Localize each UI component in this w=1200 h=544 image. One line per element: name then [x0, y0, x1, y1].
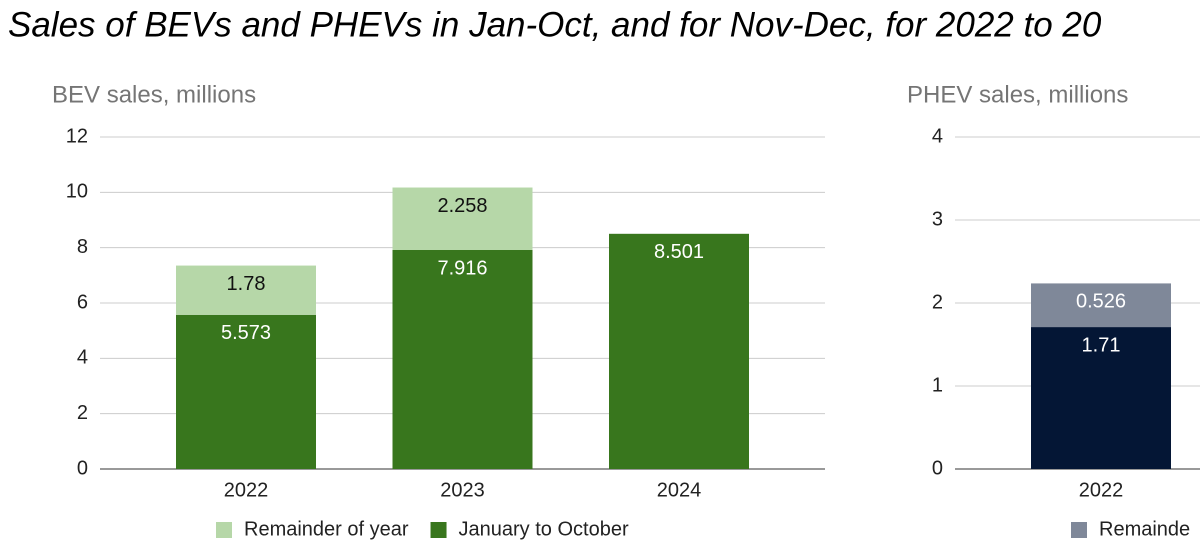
y-tick-label: 6	[77, 291, 88, 313]
bar-segment	[176, 265, 316, 315]
legend-swatch	[430, 522, 447, 538]
chart: BEV sales, millions 0 2 4 6 8 10 12 2022 5.573 1.7…	[52, 81, 825, 540]
y-tick-label: 2	[77, 402, 88, 424]
y-tick-label: 8	[77, 236, 88, 258]
data-label: 7.916	[437, 257, 487, 279]
data-label: 0.526	[1076, 291, 1126, 313]
data-label: 1.71	[1082, 334, 1121, 356]
y-tick-label: 10	[66, 181, 88, 203]
y-tick-label: 2	[932, 291, 943, 313]
bar-segment	[1031, 327, 1171, 469]
bar-segment	[1031, 283, 1171, 328]
data-label: 8.501	[654, 241, 704, 263]
bar-segment	[392, 249, 533, 469]
y-tick-label: 4	[932, 125, 943, 147]
y-tick-label: 12	[66, 125, 88, 147]
y-tick-label: 0	[932, 457, 943, 479]
legend-label: Remainde	[1099, 518, 1190, 540]
y-tick-label: 0	[77, 457, 88, 479]
bar-segment	[392, 187, 533, 250]
bar-segment	[176, 314, 316, 469]
x-tick-label: 2023	[440, 479, 485, 501]
data-label: 1.78	[227, 273, 266, 295]
y-tick-label: 1	[932, 374, 943, 396]
y-tick-label: 4	[77, 347, 88, 369]
bar-segment	[609, 233, 749, 469]
legend-label: January to October	[459, 518, 629, 540]
x-tick-label: 2022	[1079, 479, 1124, 501]
legend-label: Remainder of year	[244, 518, 409, 540]
data-label: 2.258	[437, 195, 487, 217]
chart-subtitle: PHEV sales, millions	[907, 81, 1128, 108]
page-title: Sales of BEVs and PHEVs in Jan-Oct, and …	[8, 5, 1102, 44]
chart-subtitle: BEV sales, millions	[52, 81, 256, 108]
y-tick-label: 3	[932, 208, 943, 230]
chart: PHEV sales, millions 0 1 2 3 4 2022 1.71 0.526 Re…	[907, 81, 1200, 540]
x-tick-label: 2022	[224, 479, 269, 501]
legend-swatch	[1071, 522, 1087, 538]
legend-swatch	[216, 522, 232, 538]
x-tick-label: 2024	[657, 479, 702, 501]
data-label: 5.573	[221, 322, 271, 344]
